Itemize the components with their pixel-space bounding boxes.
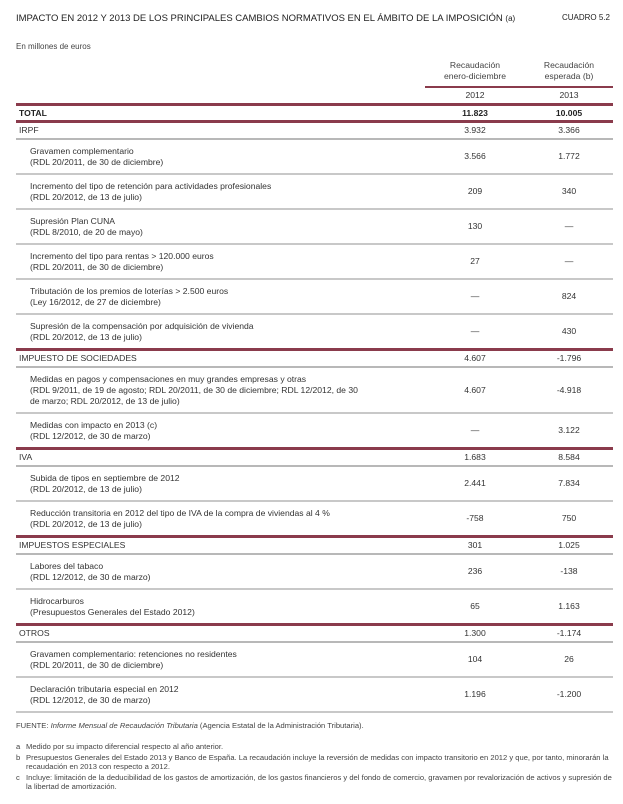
title-text: IMPACTO EN 2012 Y 2013 DE LOS PRINCIPALE… <box>16 13 503 24</box>
source-note: FUENTE: Informe Mensual de Recaudación T… <box>16 721 364 730</box>
unit-label: En millones de euros <box>16 42 91 51</box>
col-header-2013: Recaudación esperada (b) <box>543 60 595 81</box>
item-row: Labores del tabaco (RDL 12/2012, de 30 de… <box>16 554 613 590</box>
col-header-2012: Recaudación enero-diciembre <box>443 60 507 81</box>
footnote-a: a Medido por su impacto diferencial respe… <box>16 742 224 751</box>
item-row: Medidas en pagos y compensaciones en muy… <box>16 367 613 414</box>
item-label: Supresión de la compensación por adquisi… <box>16 314 425 351</box>
item-label: Incremento del tipo para rentas > 120.00… <box>16 244 425 280</box>
year-2012: 2012 <box>425 86 525 106</box>
item-label: Incremento del tipo de retención para ac… <box>16 174 425 210</box>
item-label: Medidas en pagos y compensaciones en muy… <box>16 367 425 414</box>
item-label: Reducción transitoria en 2012 del tipo d… <box>16 501 425 538</box>
section-row: OTROS 1.300 -1.174 <box>16 624 613 643</box>
item-row: Supresión de la compensación por adquisi… <box>16 314 613 351</box>
item-label: Subida de tipos en septiembre de 2012 (RD… <box>16 466 425 502</box>
item-row: Tributación de los premios de loterías >… <box>16 279 613 315</box>
table-title: IMPACTO EN 2012 Y 2013 DE LOS PRINCIPALE… <box>16 13 610 24</box>
section-label: IMPUESTO DE SOCIEDADES <box>16 349 425 368</box>
year-2013: 2013 <box>525 86 613 106</box>
footnote-b: b Presupuestos Generales del Estado 2013 … <box>16 752 609 772</box>
section-label: IMPUESTOS ESPECIALES <box>16 536 425 555</box>
item-row: Medidas con impacto en 2013 (c) (RDL 12/2… <box>16 413 613 450</box>
item-label: Declaración tributaria especial en 2012(… <box>16 677 425 713</box>
item-row: Gravamen complementario: retenciones no … <box>16 642 613 678</box>
data-table: Recaudación enero-diciembre Recaudación es… <box>16 56 613 713</box>
item-label: Gravamen complementario: retenciones no … <box>16 642 425 678</box>
total-row: TOTAL 11.823 10.005 <box>16 104 613 123</box>
footnote-c: c Incluye: limitación de la deducibilidad… <box>16 772 612 792</box>
section-label: IVA <box>16 448 425 467</box>
item-row: Subida de tipos en septiembre de 2012 (RD… <box>16 466 613 502</box>
footnotes: a Medido por su impacto diferencial respe… <box>16 742 616 793</box>
item-row: Incremento del tipo de retención para ac… <box>16 174 613 210</box>
item-label: Supresión Plan CUNA (RDL 8/2010, de 20 de… <box>16 209 425 245</box>
table-id: CUADRO 5.2 <box>561 13 610 22</box>
item-row: Declaración tributaria especial en 2012(… <box>16 677 613 713</box>
item-label: Gravamen complementario (RDL 20/2011, de … <box>16 139 425 175</box>
section-label: OTROS <box>16 624 425 643</box>
section-row: IVA 1.683 8.584 <box>16 448 613 467</box>
title-note: (a) <box>505 14 516 23</box>
item-row: Reducción transitoria en 2012 del tipo d… <box>16 501 613 538</box>
item-label: Medidas con impacto en 2013 (c) (RDL 12/2… <box>16 413 425 450</box>
item-label: Labores del tabaco (RDL 12/2012, de 30 de… <box>16 554 425 590</box>
year-row: 2012 2013 <box>16 86 613 106</box>
section-row: IMPUESTOS ESPECIALES 301 1.025 <box>16 536 613 555</box>
section-row: IMPUESTO DE SOCIEDADES 4.607 -1.796 <box>16 349 613 368</box>
item-row: Incremento del tipo para rentas > 120.00… <box>16 244 613 280</box>
section-label: IRPF <box>16 121 425 140</box>
item-label: Tributación de los premios de loterías >… <box>16 279 425 315</box>
header-row: Recaudación enero-diciembre Recaudación es… <box>16 56 613 87</box>
item-row: Gravamen complementario (RDL 20/2011, de … <box>16 139 613 175</box>
item-row: Supresión Plan CUNA (RDL 8/2010, de 20 de… <box>16 209 613 245</box>
item-label: Hidrocarburos (Presupuestos Generales del… <box>16 589 425 626</box>
item-row: Hidrocarburos (Presupuestos Generales del… <box>16 589 613 626</box>
section-row: IRPF 3.932 3.366 <box>16 121 613 140</box>
